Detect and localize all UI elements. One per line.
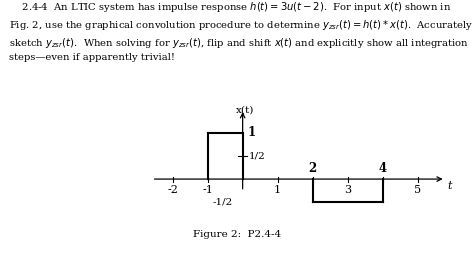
Text: Figure 2:  P2.4-4: Figure 2: P2.4-4 <box>193 230 281 239</box>
Text: -2: -2 <box>167 185 178 195</box>
Text: x(t): x(t) <box>236 106 254 115</box>
Text: 5: 5 <box>414 185 421 195</box>
Text: -1: -1 <box>202 185 213 195</box>
Text: 2.4-4  An LTIC system has impulse response $h(t) = 3u(t-2)$.  For input $x(t)$ s: 2.4-4 An LTIC system has impulse respons… <box>9 0 474 62</box>
Text: 1: 1 <box>248 126 256 139</box>
Text: 1: 1 <box>274 185 281 195</box>
Text: 1/2: 1/2 <box>249 151 266 160</box>
Text: -1/2: -1/2 <box>213 198 233 207</box>
Text: 2: 2 <box>309 162 317 175</box>
Text: t: t <box>447 181 452 192</box>
Text: 4: 4 <box>379 162 387 175</box>
Text: 3: 3 <box>344 185 351 195</box>
